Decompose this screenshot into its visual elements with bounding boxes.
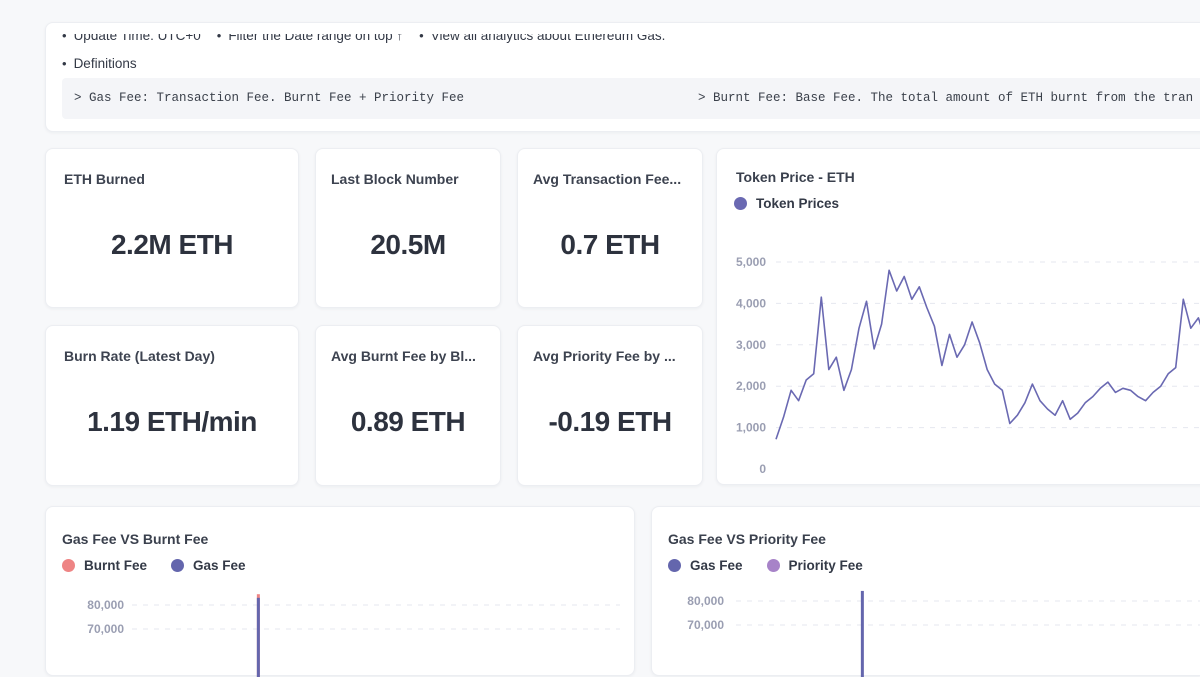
legend-dot-icon (734, 197, 747, 210)
kpi-value: 0.89 ETH (350, 406, 466, 437)
burnt-fee-definition: > Burnt Fee: Base Fee. The total amount … (698, 91, 1194, 105)
note-text: Filter the Date range on top ↑ (228, 34, 404, 43)
legend-item-token-prices[interactable]: Token Prices (734, 196, 839, 211)
kpi-card-avg-priority-fee: Avg Priority Fee by ... -0.19 ETH (517, 325, 703, 486)
gas-vs-burnt-legend: Burnt Fee Gas Fee (62, 558, 270, 573)
note-filter-range: • Filter the Date range on top ↑ (217, 34, 403, 45)
gas-vs-priority-bar-chart[interactable]: 80,000 70,000 (652, 507, 1200, 677)
kpi-value: -0.19 ETH (548, 406, 672, 437)
legend-dot-icon (766, 559, 780, 572)
chart-title: Gas Fee VS Priority Fee (668, 531, 826, 547)
legend-label: Burnt Fee (84, 558, 148, 573)
legend-dot-icon (62, 559, 75, 572)
kpi-card-avg-transaction-fee: Avg Transaction Fee... 0.7 ETH (517, 148, 703, 308)
kpi-title: Last Block Number (331, 171, 459, 187)
kpi-title: Avg Priority Fee by ... (533, 348, 676, 364)
legend-dot-icon (668, 559, 681, 572)
gas-vs-priority-legend: Gas Fee Priority Fee (668, 558, 887, 573)
kpi-value: 2.2M ETH (110, 229, 234, 260)
kpi-value: 0.7 ETH (560, 229, 660, 260)
legend-item-gas-fee[interactable]: Gas Fee (171, 558, 246, 573)
token-price-line-chart[interactable]: 0 1,000 2,000 3,000 4,000 5,000 (717, 149, 1200, 485)
legend-label: Priority Fee (788, 558, 863, 573)
token-price-chart-card: Token Price - ETH Token Prices 0 1,000 2,0… (716, 148, 1200, 485)
gas-vs-priority-chart-card: Gas Fee VS Priority Fee Gas Fee Priority … (651, 506, 1200, 677)
note-view-analytics: • View all analytics about Ethereum Gas. (419, 34, 665, 45)
chart-title: Gas Fee VS Burnt Fee (62, 531, 209, 547)
legend-label: Gas Fee (690, 558, 743, 573)
legend-item-gas-fee[interactable]: Gas Fee (668, 558, 743, 573)
definitions-code-block: > Gas Fee: Transaction Fee. Burnt Fee + … (62, 78, 1200, 119)
svg-text:70,000: 70,000 (87, 622, 124, 636)
notes-card: • Update Time: UTC+0 • Filter the Date r… (45, 22, 1200, 132)
svg-text:5,000: 5,000 (736, 255, 766, 269)
legend-label: Gas Fee (193, 558, 246, 573)
chart-title: Token Price - ETH (736, 169, 855, 185)
definitions-label: Definitions (73, 56, 137, 71)
bullet-icon: • (216, 34, 222, 43)
svg-text:80,000: 80,000 (87, 598, 124, 612)
kpi-card-eth-burned: ETH Burned 2.2M ETH (45, 148, 299, 308)
note-text: View all analytics about Ethereum Gas. (430, 34, 666, 43)
kpi-value: 1.19 ETH/min (87, 406, 257, 437)
kpi-title: ETH Burned (64, 171, 145, 187)
legend-dot-icon (171, 559, 185, 572)
bullet-icon: • (62, 56, 67, 71)
gas-vs-burnt-chart-card: Gas Fee VS Burnt Fee Burnt Fee Gas Fee 80… (45, 506, 636, 677)
token-price-legend: Token Prices (734, 196, 863, 211)
legend-label: Token Prices (756, 196, 840, 211)
notes-clipped-line: • Update Time: UTC+0 • Filter the Date r… (62, 34, 1200, 46)
legend-item-priority-fee[interactable]: Priority Fee (766, 558, 863, 573)
svg-text:0: 0 (759, 462, 766, 476)
legend-item-burnt-fee[interactable]: Burnt Fee (62, 558, 147, 573)
kpi-card-last-block-number: Last Block Number 20.5M (315, 148, 501, 308)
gas-fee-definition: > Gas Fee: Transaction Fee. Burnt Fee + … (74, 91, 465, 105)
kpi-title: Avg Burnt Fee by Bl... (331, 348, 476, 364)
bullet-icon: • (419, 34, 424, 43)
kpi-value: 20.5M (370, 229, 446, 260)
svg-text:70,000: 70,000 (687, 618, 724, 632)
dashboard-page: { "page": { "background": "#f7f8fa", "ca… (45, 22, 1200, 677)
svg-text:2,000: 2,000 (736, 379, 766, 393)
svg-text:4,000: 4,000 (736, 296, 766, 310)
svg-text:1,000: 1,000 (736, 421, 766, 435)
kpi-card-burn-rate: Burn Rate (Latest Day) 1.19 ETH/min (45, 325, 299, 486)
svg-text:80,000: 80,000 (687, 594, 724, 608)
note-text: Update Time: UTC+0 (73, 34, 201, 43)
gas-vs-burnt-bar-chart[interactable]: 80,000 70,000 (46, 507, 636, 677)
note-update-time: • Update Time: UTC+0 (62, 34, 201, 45)
kpi-title: Avg Transaction Fee... (533, 171, 682, 187)
kpi-title: Burn Rate (Latest Day) (64, 348, 215, 364)
bullet-icon: • (62, 34, 67, 43)
svg-text:3,000: 3,000 (736, 338, 766, 352)
definitions-heading: • Definitions (62, 56, 137, 71)
kpi-card-avg-burnt-fee: Avg Burnt Fee by Bl... 0.89 ETH (315, 325, 501, 486)
